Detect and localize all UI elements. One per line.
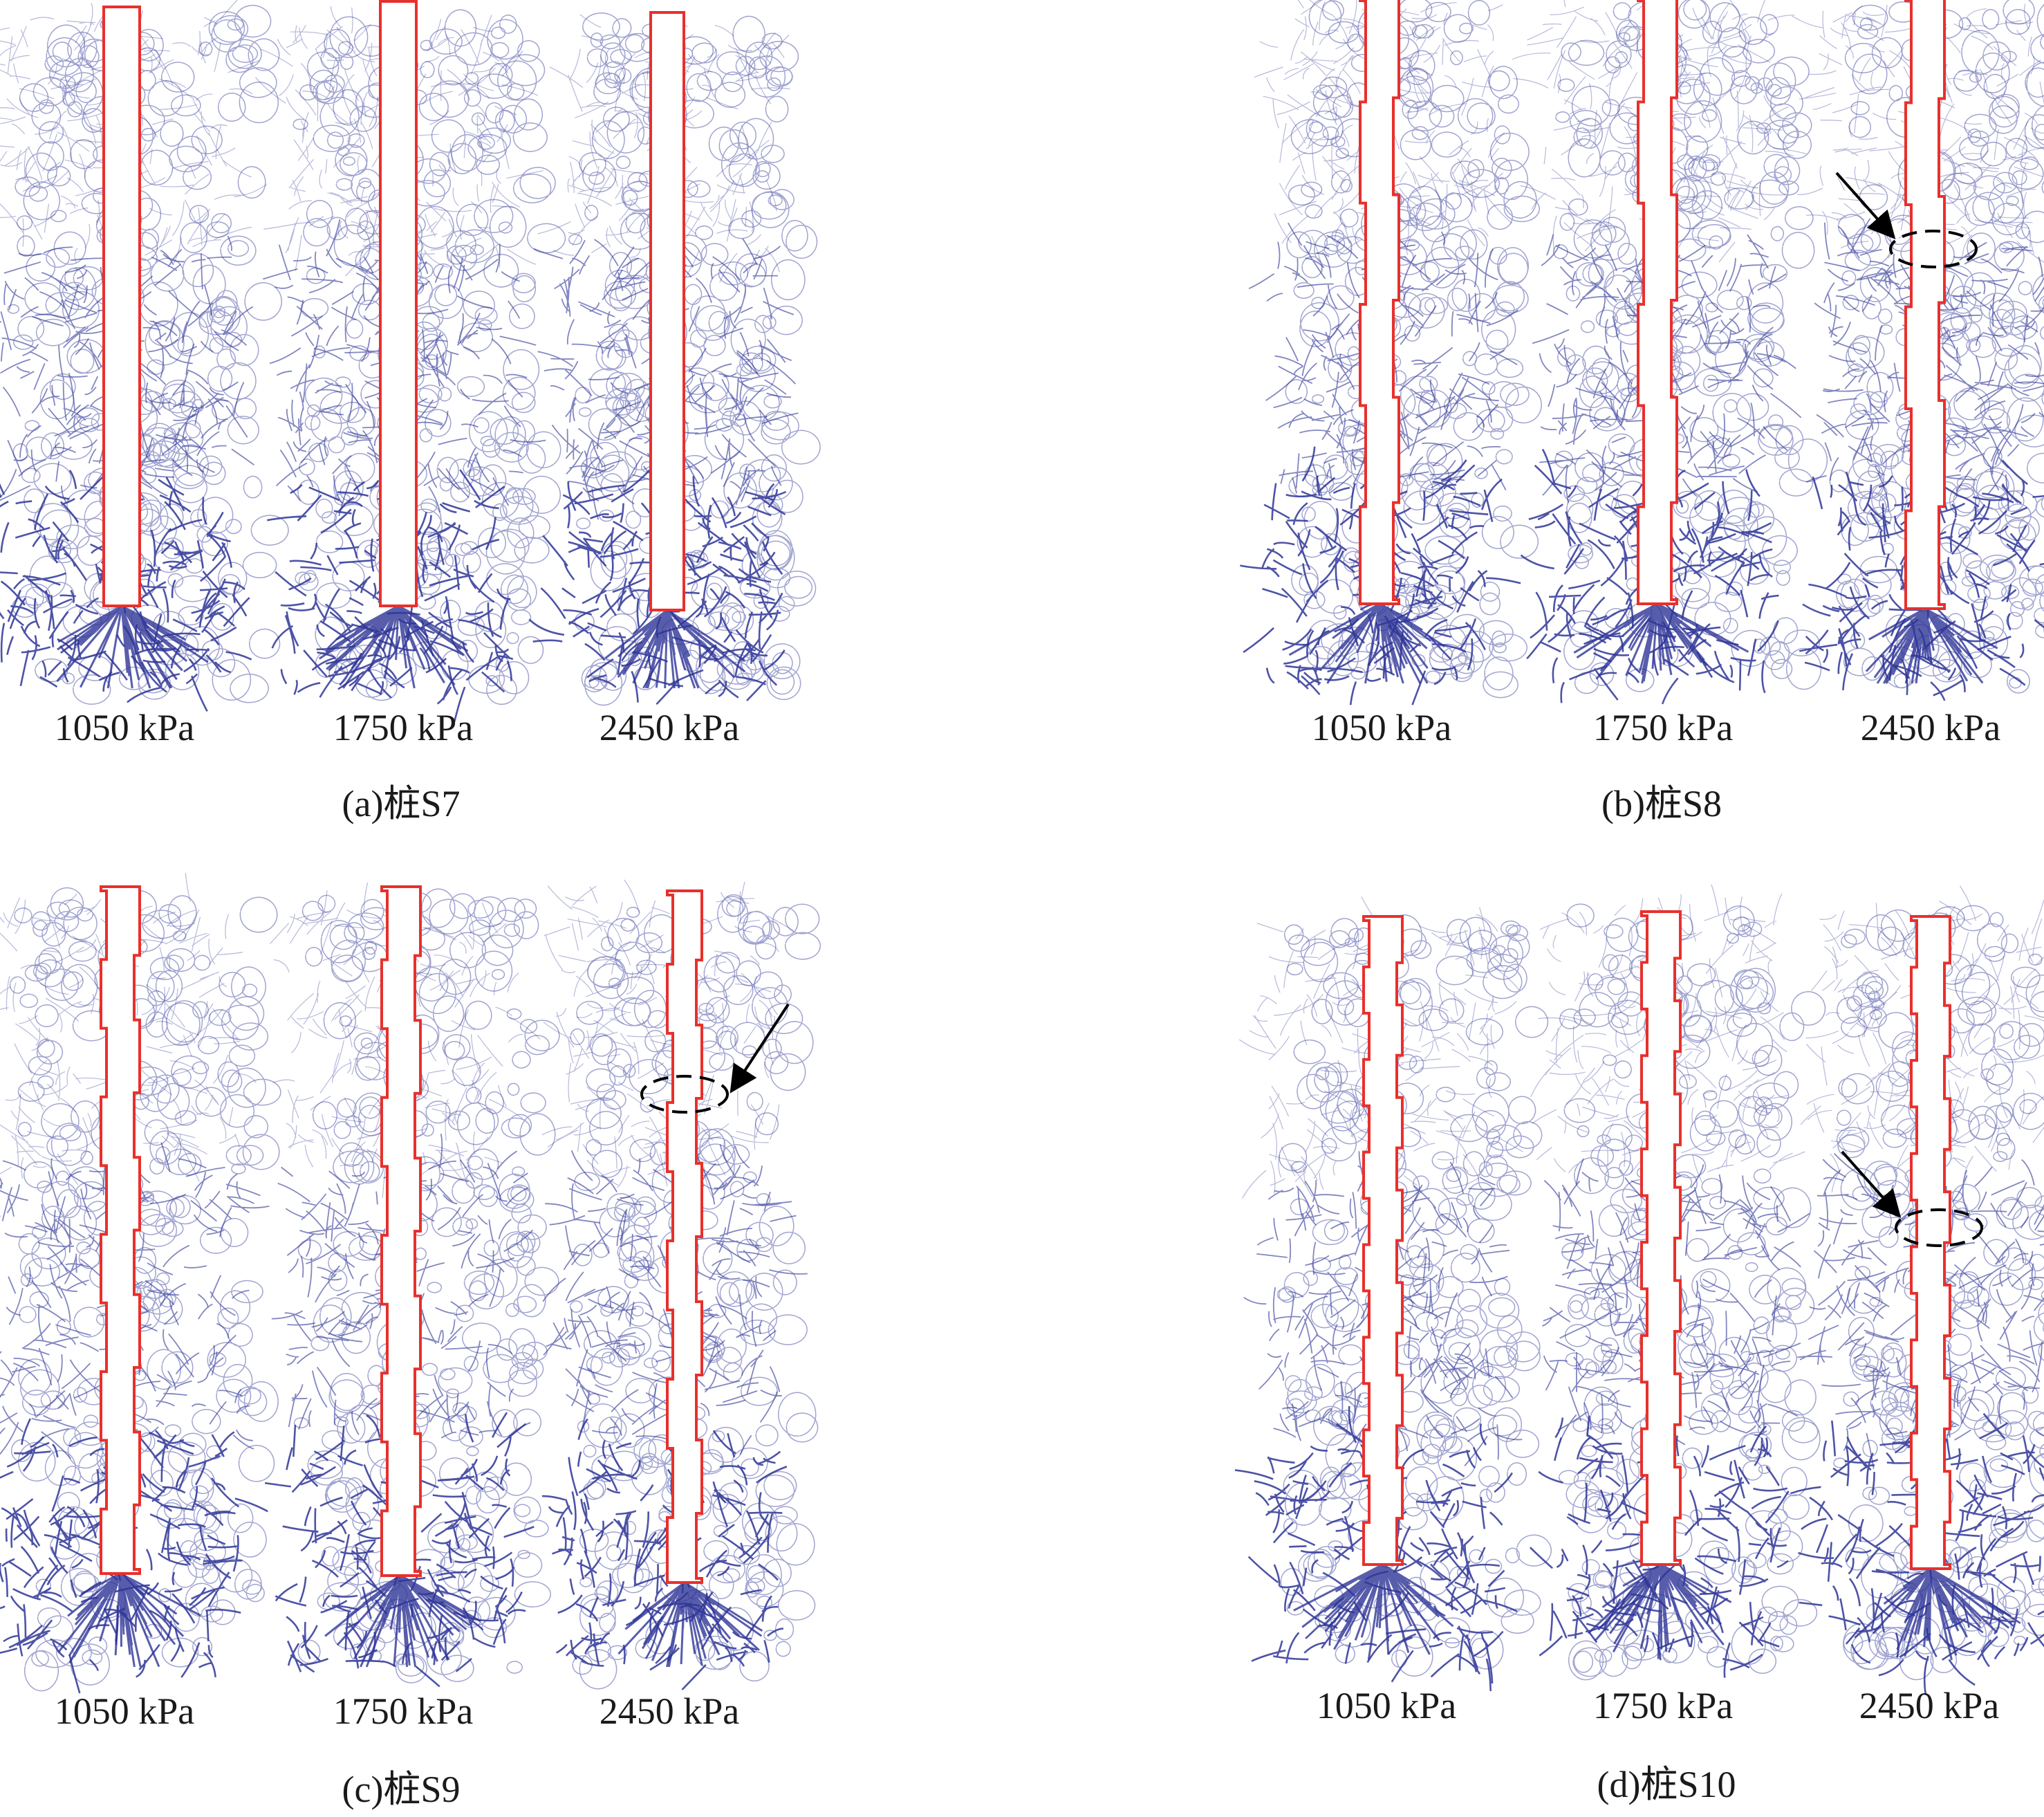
pile-outline (1362, 915, 1404, 1566)
panel-s8-1 (1240, 0, 1542, 705)
panel-s8-2 (1512, 0, 1828, 705)
pressure-label-s8-3: 2450 kPa (1861, 707, 2001, 748)
group-s9 (0, 873, 821, 1694)
pile-outline (1359, 0, 1400, 605)
force-chain-network (1240, 0, 1542, 705)
panel-s8-3 (1792, 0, 2044, 701)
pressure-label-s7-3: 2450 kPa (600, 707, 740, 748)
caption-s9: (c)桩S9 (342, 1769, 461, 1810)
pressure-label-s10-2: 1750 kPa (1593, 1685, 1734, 1726)
pile-outline (1910, 915, 1951, 1570)
pile-outline (649, 11, 685, 611)
annotation-arrow (1835, 172, 1896, 239)
annotation-arrow (730, 1003, 790, 1094)
pile-outline (100, 885, 141, 1575)
pressure-label-s10-1: 1050 kPa (1317, 1685, 1457, 1726)
failure-zone-ellipse (1889, 230, 1978, 268)
pressure-label-s9-3: 2450 kPa (600, 1690, 740, 1732)
pressure-label-s9-1: 1050 kPa (55, 1690, 195, 1732)
pressure-label-s8-2: 1750 kPa (1593, 707, 1734, 748)
pile-outline (102, 6, 141, 607)
caption-s8: (b)桩S8 (1601, 783, 1722, 824)
failure-zone-ellipse (640, 1075, 729, 1114)
force-chain-network (0, 0, 289, 712)
group-s7 (0, 0, 821, 722)
pile-outline (666, 889, 703, 1584)
pile-outline (379, 0, 418, 607)
panel-s9-3 (541, 879, 821, 1690)
panel-s9-1 (0, 873, 281, 1694)
panel-s10-2 (1529, 884, 1826, 1681)
pile-outline (1637, 0, 1678, 605)
failure-zone-ellipse (1895, 1208, 1983, 1247)
panel-s7-3 (528, 11, 821, 706)
panel-s9-2 (264, 882, 560, 1688)
caption-s7: (a)桩S7 (342, 783, 461, 824)
pile-outline (1904, 0, 1946, 610)
pressure-label-s9-2: 1750 kPa (333, 1690, 474, 1732)
panel-s10-3 (1790, 885, 2044, 1695)
pressure-label-s7-2: 1750 kPa (333, 707, 474, 748)
group-s8 (1240, 0, 2044, 705)
pressure-label-s10-3: 2450 kPa (1859, 1685, 2000, 1726)
group-s10 (1234, 884, 2044, 1695)
caption-s10: (d)桩S10 (1597, 1764, 1736, 1805)
force-chain-network (1512, 0, 1828, 705)
panel-s10-1 (1234, 896, 1552, 1692)
pressure-label-s8-1: 1050 kPa (1312, 707, 1452, 748)
pile-outline (380, 885, 422, 1577)
pile-outline (1640, 910, 1682, 1566)
panel-s7-1 (0, 0, 289, 712)
pressure-label-s7-1: 1050 kPa (55, 707, 195, 748)
panel-s7-2 (255, 0, 566, 722)
annotation-arrow (1841, 1150, 1902, 1218)
